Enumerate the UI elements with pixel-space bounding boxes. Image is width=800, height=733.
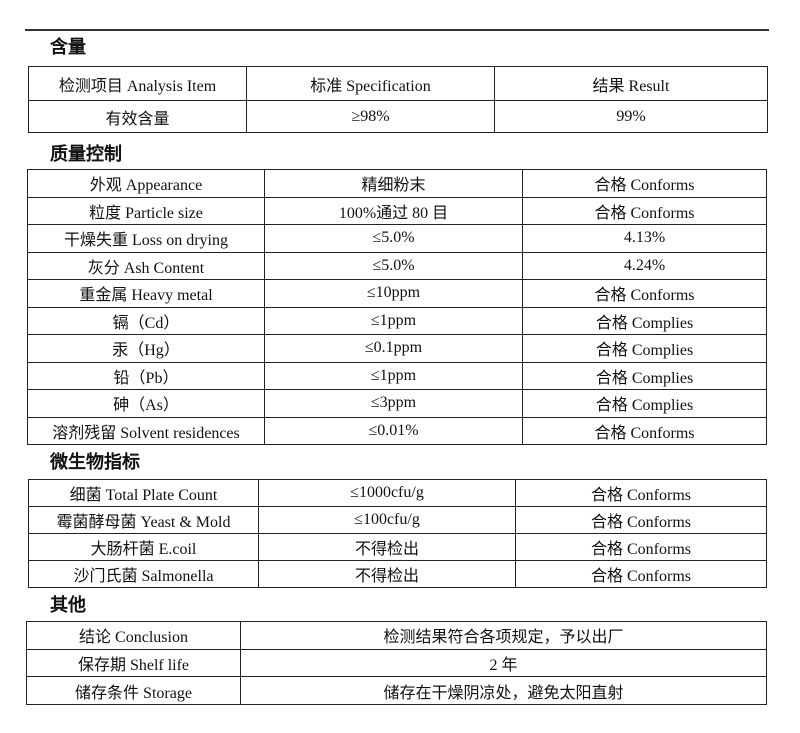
- cell: 合格 Conforms: [515, 560, 767, 588]
- cell: ≤100cfu/g: [258, 506, 516, 534]
- header-cell: 标准 Specification: [246, 66, 495, 101]
- header-cell: 结果 Result: [494, 66, 768, 101]
- cell: ≤1000cfu/g: [258, 479, 516, 507]
- table-row: 重金属 Heavy metal ≤10ppm 合格 Conforms: [27, 279, 767, 308]
- cell: 合格 Complies: [522, 306, 767, 335]
- micro-table: 细菌 Total Plate Count ≤1000cfu/g 合格 Conform…: [28, 479, 767, 588]
- cell: 精细粉末: [264, 169, 523, 198]
- cell: 保存期 Shelf life: [26, 648, 241, 678]
- cell: ≤0.01%: [264, 416, 523, 445]
- table-row: 汞（Hg） ≤0.1ppm 合格 Complies: [27, 334, 767, 363]
- cell: 4.24%: [522, 251, 767, 280]
- table-row: 铅（Pb） ≤1ppm 合格 Complies: [27, 361, 767, 390]
- table-row: 砷（As） ≤3ppm 合格 Complies: [27, 389, 767, 418]
- cell: 储存在干燥阴凉处，避免太阳直射: [240, 676, 767, 706]
- cell: ≤5.0%: [264, 251, 523, 280]
- cell: 储存条件 Storage: [26, 676, 241, 706]
- cell: 溶剂残留 Solvent residences: [27, 416, 265, 445]
- table-row: 外观 Appearance 精细粉末 合格 Conforms: [27, 169, 767, 198]
- cell: 霉菌酵母菌 Yeast & Mold: [28, 506, 259, 534]
- cell: ≤0.1ppm: [264, 334, 523, 363]
- cell: 检测结果符合各项规定，予以出厂: [240, 621, 767, 650]
- cell: 4.13%: [522, 224, 767, 253]
- top-rule: [25, 29, 769, 31]
- cell: 合格 Complies: [522, 361, 767, 390]
- cell: 100%通过 80 目: [264, 196, 523, 225]
- cell: 有效含量: [28, 100, 247, 133]
- cell: 合格 Conforms: [515, 479, 767, 507]
- cell: 合格 Conforms: [522, 196, 767, 225]
- table-row: 保存期 Shelf life 2 年: [26, 648, 767, 678]
- cell: 合格 Conforms: [522, 279, 767, 308]
- cell: 结论 Conclusion: [26, 621, 241, 650]
- table-row: 大肠杆菌 E.coil 不得检出 合格 Conforms: [28, 533, 767, 561]
- section-title-content: 含量: [50, 37, 86, 58]
- cell: 99%: [494, 100, 768, 133]
- section-title-other: 其他: [50, 595, 86, 616]
- table-row: 细菌 Total Plate Count ≤1000cfu/g 合格 Conform…: [28, 479, 767, 507]
- quality-table: 外观 Appearance 精细粉末 合格 Conforms 粒度 Particle …: [27, 169, 767, 445]
- cell: 砷（As）: [27, 389, 265, 418]
- table-row: 镉（Cd） ≤1ppm 合格 Complies: [27, 306, 767, 335]
- cell: 合格 Conforms: [522, 416, 767, 445]
- cell: 镉（Cd）: [27, 306, 265, 335]
- content-table: 检测项目 Analysis Item 标准 Specification 结果 R…: [28, 66, 768, 133]
- cell: 合格 Complies: [522, 334, 767, 363]
- cell: 2 年: [240, 648, 767, 678]
- cell: 不得检出: [258, 560, 516, 588]
- table-row: 有效含量 ≥98% 99%: [28, 100, 768, 133]
- table-row: 霉菌酵母菌 Yeast & Mold ≤100cfu/g 合格 Conforms: [28, 506, 767, 534]
- cell: ≤10ppm: [264, 279, 523, 308]
- cell: 合格 Conforms: [515, 506, 767, 534]
- cell: 沙门氏菌 Salmonella: [28, 560, 259, 588]
- cell: 合格 Complies: [522, 389, 767, 418]
- cell: 合格 Conforms: [515, 533, 767, 561]
- cell: 细菌 Total Plate Count: [28, 479, 259, 507]
- table-row: 干燥失重 Loss on drying ≤5.0% 4.13%: [27, 224, 767, 253]
- cell: 汞（Hg）: [27, 334, 265, 363]
- cell: ≤1ppm: [264, 306, 523, 335]
- cell: 外观 Appearance: [27, 169, 265, 198]
- cell: ≥98%: [246, 100, 495, 133]
- cell: 不得检出: [258, 533, 516, 561]
- table-header-row: 检测项目 Analysis Item 标准 Specification 结果 R…: [28, 66, 768, 101]
- cell: 铅（Pb）: [27, 361, 265, 390]
- cell: 大肠杆菌 E.coil: [28, 533, 259, 561]
- table-row: 粒度 Particle size 100%通过 80 目合格 Conforms: [27, 196, 767, 225]
- header-cell: 检测项目 Analysis Item: [28, 66, 247, 101]
- section-title-quality: 质量控制: [50, 144, 122, 165]
- section-title-micro: 微生物指标: [50, 452, 140, 473]
- table-row: 结论 Conclusion 检测结果符合各项规定，予以出厂: [26, 621, 767, 650]
- cell: 重金属 Heavy metal: [27, 279, 265, 308]
- cell: ≤3ppm: [264, 389, 523, 418]
- cell: 粒度 Particle size: [27, 196, 265, 225]
- table-row: 沙门氏菌 Salmonella 不得检出 合格 Conforms: [28, 560, 767, 588]
- other-table: 结论 Conclusion 检测结果符合各项规定，予以出厂 保存期 Shelf li…: [26, 621, 767, 706]
- table-row: 溶剂残留 Solvent residences ≤0.01% 合格 Conforms: [27, 416, 767, 445]
- cell: ≤1ppm: [264, 361, 523, 390]
- cell: 合格 Conforms: [522, 169, 767, 198]
- cell: ≤5.0%: [264, 224, 523, 253]
- table-row: 储存条件 Storage 储存在干燥阴凉处，避免太阳直射: [26, 676, 767, 706]
- cell: 干燥失重 Loss on drying: [27, 224, 265, 253]
- table-row: 灰分 Ash Content ≤5.0% 4.24%: [27, 251, 767, 280]
- cell: 灰分 Ash Content: [27, 251, 265, 280]
